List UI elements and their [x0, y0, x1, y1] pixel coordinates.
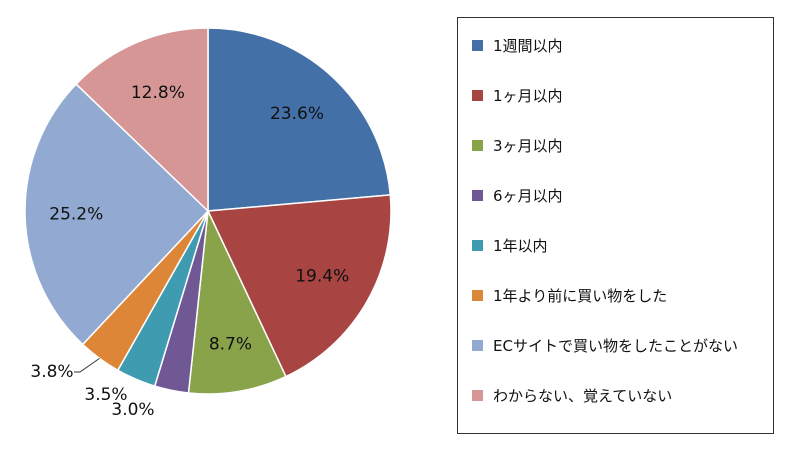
- pie-slice-3: [187, 208, 287, 395]
- legend-swatch: [472, 390, 483, 401]
- legend-label: 6ヶ月以内: [493, 187, 563, 205]
- leader-line: [74, 357, 100, 373]
- legend-label: 1年より前に買い物をした: [493, 287, 668, 305]
- legend-item: 1年以内: [472, 235, 548, 256]
- legend-swatch: [472, 290, 483, 301]
- pie-slice-8: [75, 27, 209, 213]
- legend-item: 3ヶ月以内: [472, 135, 563, 156]
- legend-label: 1週間以内: [493, 37, 563, 55]
- legend-label: 3ヶ月以内: [493, 137, 563, 155]
- pie-slice-7: [24, 83, 210, 346]
- slice-value-label: 23.6%: [270, 104, 324, 124]
- legend-label: 1年以内: [493, 237, 548, 255]
- slice-value-label: 19.4%: [295, 267, 349, 287]
- slice-value-label: 8.7%: [209, 335, 252, 355]
- pie-slice-2: [206, 194, 392, 378]
- slice-value-label: 3.0%: [111, 400, 154, 420]
- legend: 1週間以内 1ヶ月以内 3ヶ月以内 6ヶ月以内 1年以内 1年より前に買い物をした ECサイ…: [457, 17, 774, 434]
- legend-swatch: [472, 140, 483, 151]
- slice-labels: 23.6% 19.4% 8.7% 3.0%3.5% 3.8% 25.2% 12.8%: [30, 83, 349, 420]
- legend-label: ECサイトで買い物をしたことがない: [493, 337, 738, 355]
- legend-swatch: [472, 190, 483, 201]
- legend-label: わからない、覚えていない: [493, 387, 673, 405]
- legend-item: 1年より前に買い物をした: [472, 285, 667, 306]
- legend-swatch: [472, 240, 483, 251]
- legend-swatch: [472, 90, 483, 101]
- slice-value-label: 3.8%: [30, 362, 73, 382]
- legend-swatch: [472, 40, 483, 51]
- legend-item: ECサイトで買い物をしたことがない: [472, 335, 738, 356]
- legend-item: わからない、覚えていない: [472, 385, 672, 406]
- leader-lines: [74, 357, 100, 373]
- legend-item: 6ヶ月以内: [472, 185, 563, 206]
- pie-slice-1: [207, 27, 392, 212]
- legend-item: 1ヶ月以内: [472, 85, 563, 106]
- legend-swatch: [472, 340, 483, 351]
- legend-item: 1週間以内: [472, 35, 563, 56]
- slice-value-label: 25.2%: [49, 204, 103, 224]
- slice-value-label: 12.8%: [131, 83, 185, 103]
- legend-label: 1ヶ月以内: [493, 87, 563, 105]
- slice-value-label: 3.5%: [84, 385, 127, 405]
